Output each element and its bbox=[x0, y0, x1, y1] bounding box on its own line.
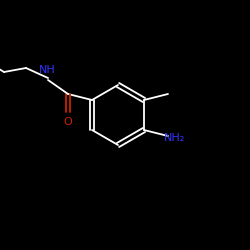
Text: NH₂: NH₂ bbox=[164, 133, 186, 143]
Text: NH: NH bbox=[39, 65, 56, 75]
Text: O: O bbox=[64, 117, 72, 127]
